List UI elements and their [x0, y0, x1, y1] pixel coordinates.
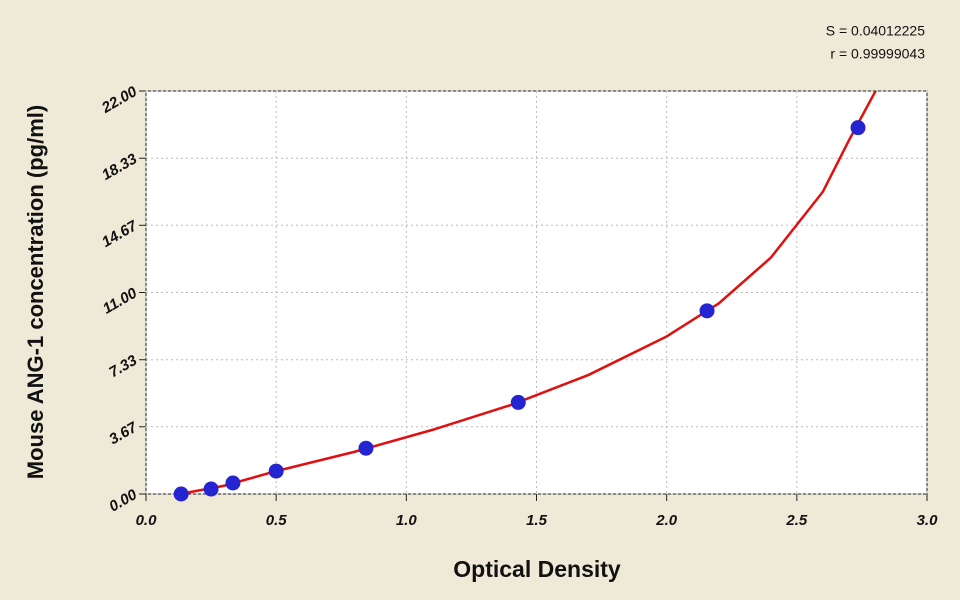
x-tick-label: 1.0 [396, 512, 418, 529]
annotation: S = 0.04012225 [826, 23, 925, 39]
annotation: r = 0.99999043 [830, 46, 925, 62]
data-point [173, 486, 189, 502]
y-tick-label: 14.67 [99, 217, 141, 251]
x-tick-label: 1.5 [526, 512, 548, 529]
y-tick-label: 22.00 [98, 83, 140, 117]
y-tick-label: 18.33 [99, 150, 141, 184]
x-axis-label: Optical Density [453, 556, 621, 582]
data-point [203, 481, 219, 497]
y-tick-label: 11.00 [100, 284, 141, 317]
x-tick-label: 2.5 [785, 512, 808, 529]
x-tick-label: 0.0 [136, 512, 158, 529]
x-tick-label: 3.0 [917, 512, 939, 529]
data-point [510, 394, 526, 410]
data-point [358, 440, 374, 456]
y-axis-label: Mouse ANG-1 concentration (pg/ml) [23, 105, 48, 479]
data-point [268, 463, 284, 479]
y-tick-label: 3.67 [106, 419, 140, 449]
data-point [225, 475, 241, 491]
data-point [699, 303, 715, 319]
y-tick-label: 7.33 [106, 352, 140, 382]
data-point [850, 120, 866, 136]
x-tick-label: 2.0 [655, 512, 678, 529]
x-tick-label: 0.5 [266, 512, 288, 529]
